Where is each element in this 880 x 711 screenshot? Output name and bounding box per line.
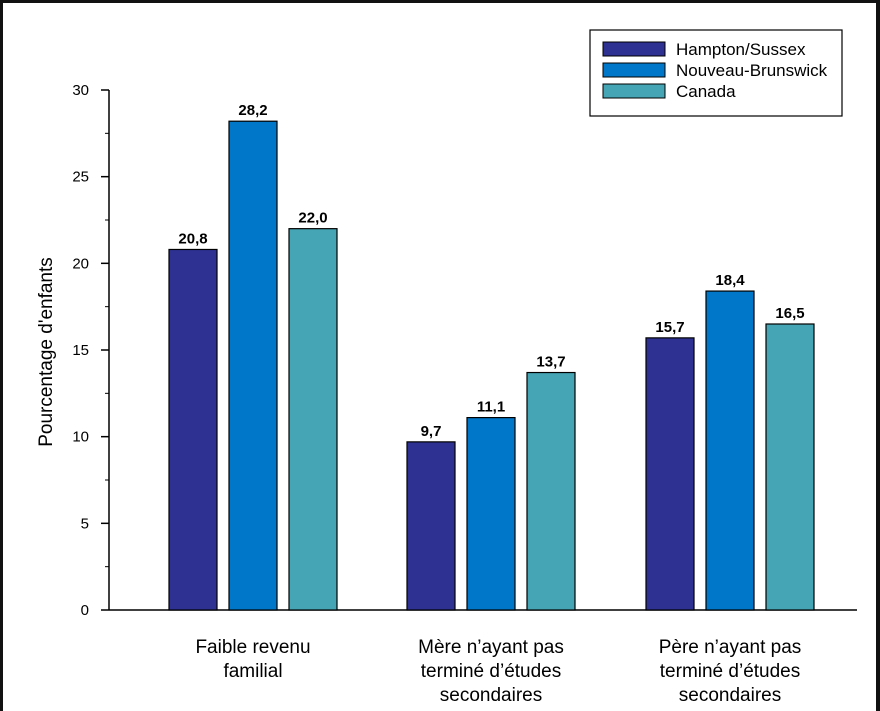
bar-hampton-sussex (406, 441, 456, 611)
legend-swatch (602, 83, 666, 99)
category-label: Père n’ayant pas (659, 637, 802, 658)
bar-nouveau-brunswick (228, 120, 278, 611)
data-label: 18,4 (715, 272, 745, 289)
y-tick-label: 20 (72, 255, 89, 272)
y-tick-label: 25 (72, 169, 89, 186)
data-label: 28,2 (238, 102, 267, 119)
y-tick-label: 5 (81, 515, 89, 532)
category-label: terminé d’études (660, 661, 800, 682)
data-label: 11,1 (477, 399, 505, 416)
category-label: secondaires (679, 685, 781, 706)
bar-nouveau-brunswick (466, 417, 516, 611)
y-tick-label: 0 (81, 602, 89, 619)
data-label: 16,5 (775, 305, 804, 322)
category-label: familial (223, 661, 282, 682)
category-label: Faible revenu (195, 637, 310, 658)
y-tick-label: 10 (72, 429, 89, 446)
category-labels: Faible revenu familial Mère n’ayant pas ter… (195, 637, 801, 706)
bar-nouveau-brunswick (705, 290, 755, 611)
legend-swatch (602, 41, 666, 57)
data-label: 22,0 (298, 210, 327, 227)
bar-canada (765, 323, 815, 611)
y-axis-title: Pourcentage d'enfants (36, 257, 57, 447)
category-label: terminé d’études (421, 661, 561, 682)
data-label: 15,7 (655, 319, 684, 336)
data-label: 20,8 (178, 230, 207, 247)
legend-label: Hampton/Sussex (676, 40, 806, 59)
category-label: secondaires (440, 685, 542, 706)
bar-canada (288, 228, 338, 611)
data-label: 9,7 (421, 423, 442, 440)
y-tick-label: 30 (72, 82, 89, 99)
y-tick-label: 15 (72, 342, 89, 359)
bars (168, 120, 815, 611)
legend: Hampton/Sussex Nouveau-Brunswick Canada (589, 29, 843, 117)
data-label: 13,7 (536, 354, 565, 371)
bar-canada (526, 371, 576, 611)
legend-label: Canada (676, 82, 736, 101)
legend-swatch (602, 62, 666, 78)
category-label: Mère n’ayant pas (418, 637, 564, 658)
bar-hampton-sussex (645, 337, 695, 611)
data-labels: 20,8 9,7 15,7 28,2 11,1 18,4 22,0 13,7 16,5 (178, 102, 804, 440)
legend-label: Nouveau-Brunswick (676, 61, 828, 80)
bar-hampton-sussex (168, 248, 218, 611)
